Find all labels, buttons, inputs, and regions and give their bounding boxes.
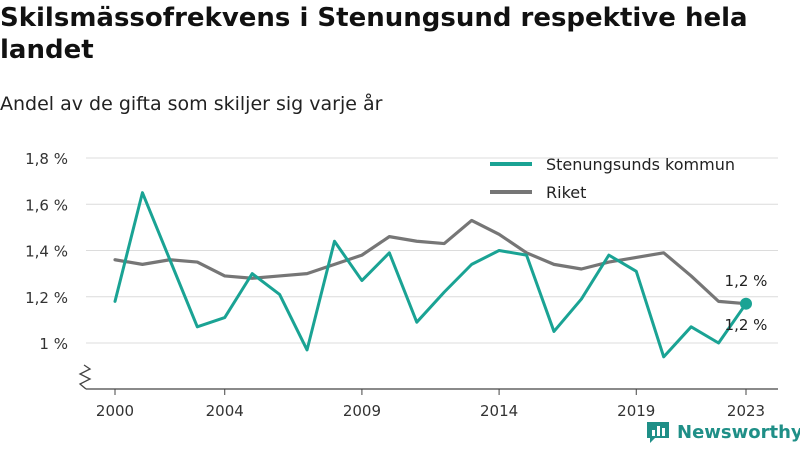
x-tick-label: 2009 — [343, 402, 381, 420]
legend: Stenungsunds kommun Riket — [490, 155, 735, 202]
y-tick-label: 1,4 % — [25, 243, 68, 261]
x-tick-label: 2019 — [617, 402, 655, 420]
legend-label: Riket — [546, 183, 586, 202]
end-label-stenungsund: 1,2 % — [725, 316, 768, 334]
y-tick-label: 1 % — [39, 335, 68, 353]
y-tick-label: 1,8 % — [25, 150, 68, 168]
newsworthy-logo: Newsworthy — [645, 420, 800, 444]
gridlines — [86, 157, 778, 344]
end-point-marker — [740, 297, 752, 310]
brand-name: Newsworthy — [677, 421, 800, 443]
x-tick-label: 2004 — [206, 402, 244, 420]
end-label-riket: 1,2 % — [725, 272, 768, 290]
y-tick-label: 1,6 % — [25, 196, 68, 214]
x-tick-label: 2023 — [727, 402, 765, 420]
y-axis-ticks: 1 % 1,2 % 1,4 % 1,6 % 1,8 % — [25, 150, 68, 353]
chart-title: Skilsmässofrekvens i Stenungsund respekt… — [0, 3, 748, 65]
chart-subtitle: Andel av de gifta som skiljer sig varje … — [0, 93, 383, 115]
x-axis: 2000 2004 2009 2014 2019 2023 — [78, 364, 778, 420]
series-line-stenungsund — [113, 191, 748, 359]
end-labels: 1,2 % 1,2 % — [725, 272, 768, 334]
newsworthy-icon — [647, 422, 669, 443]
x-tick-label: 2000 — [96, 402, 134, 420]
series-line-riket — [113, 218, 748, 306]
series-lines — [113, 191, 752, 359]
y-tick-label: 1,2 % — [25, 289, 68, 307]
axis-break-icon — [78, 364, 92, 390]
legend-label: Stenungsunds kommun — [546, 155, 735, 174]
x-tick-label: 2014 — [480, 402, 518, 420]
